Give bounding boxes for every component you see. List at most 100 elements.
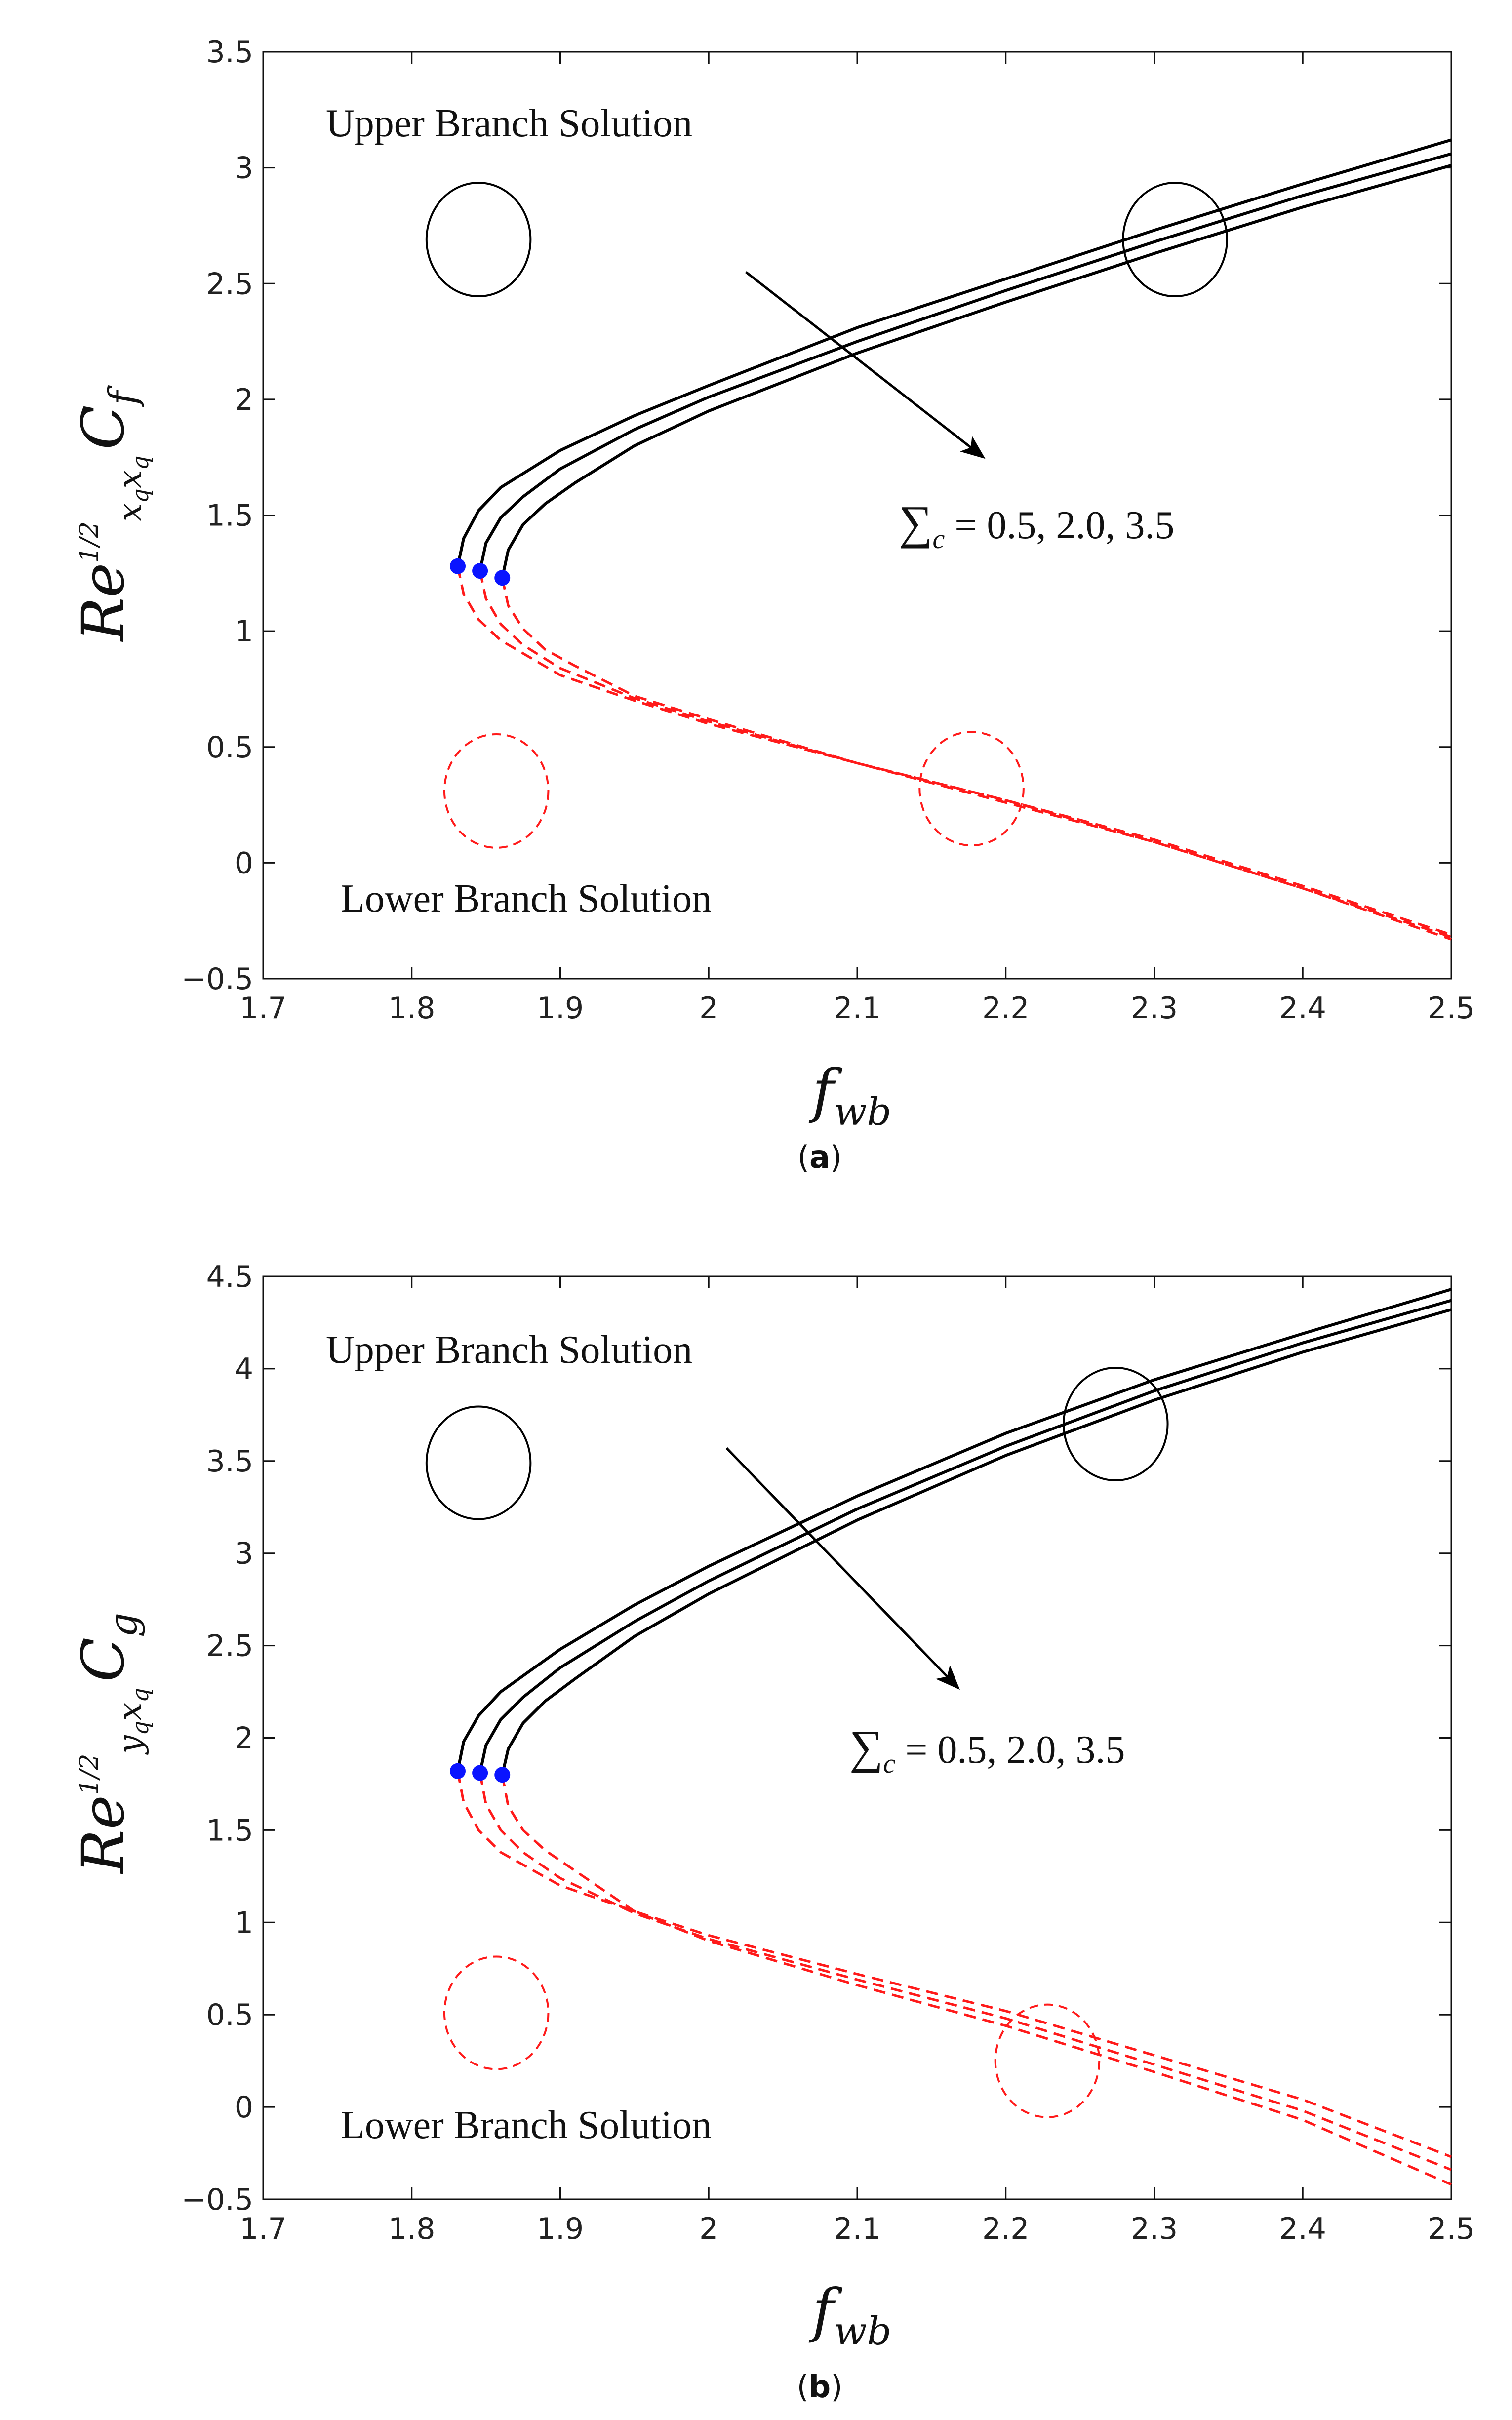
y-axis-label-coef-sub: f <box>101 385 146 407</box>
lower-branch-line-2 <box>478 1773 1452 2171</box>
legend-lower-ellipse <box>443 733 550 849</box>
x-tick-label: 1.9 <box>537 2212 584 2246</box>
critical-point-3 <box>494 570 511 586</box>
lower-branch-label: Lower Branch Solution <box>341 2103 712 2147</box>
y-axis-label: Re1/2yqxqCg <box>69 1613 154 1874</box>
critical-point-2 <box>472 1765 488 1781</box>
y-axis-label-coef-sub: g <box>101 1613 146 1637</box>
x-tick-label: 2 <box>699 991 718 1026</box>
plot-frame <box>262 51 1452 980</box>
sum-symbol: ∑ <box>899 496 932 549</box>
y-tick-label: 3 <box>235 1537 253 1571</box>
y-axis-label-base: Re <box>69 1795 137 1874</box>
y-tick-label: 2 <box>235 1721 253 1756</box>
caption-open-paren: ( <box>797 2369 809 2405</box>
parameter-values: = 0.5, 2.0, 3.5 <box>945 504 1174 547</box>
y-tick-label: 1.5 <box>206 499 253 533</box>
lower-branch-line-1 <box>456 566 1452 936</box>
y-axis-label-base: Re <box>69 563 137 642</box>
upper-branch-line-3 <box>501 1308 1452 1775</box>
critical-point-1 <box>449 558 466 574</box>
y-axis-label-exponent: 1/2 <box>75 521 104 563</box>
x-axis-label-sub: wb <box>834 1090 892 1134</box>
y-tick-label: 1.5 <box>206 1813 253 1848</box>
y-axis-label-sub2: x <box>111 470 149 488</box>
y-axis-label-subsub: q <box>127 488 154 503</box>
x-tick-label: 2.1 <box>834 991 880 1026</box>
x-tick-label: 1.7 <box>239 2212 286 2246</box>
y-tick-label: 4 <box>235 1352 253 1387</box>
x-tick-label: 2.5 <box>1428 2212 1474 2246</box>
lower-branch-line-3 <box>501 577 1452 941</box>
x-tick-label: 1.7 <box>239 991 286 1026</box>
lower-branch-ellipse <box>918 731 1025 847</box>
parameter-values: = 0.5, 2.0, 3.5 <box>895 1728 1125 1772</box>
x-tick-label: 2.3 <box>1131 991 1178 1026</box>
y-tick-label: 3.5 <box>206 1444 253 1479</box>
caption-close-paren: ) <box>830 1139 842 1175</box>
x-axis-label: fwb <box>808 1057 891 1134</box>
upper-branch-line-2 <box>478 152 1452 571</box>
y-tick-label: 3 <box>235 151 253 186</box>
caption-letter: b <box>809 2369 831 2405</box>
y-axis-label-sub2sub: q <box>127 1688 154 1702</box>
y-axis-label: Re1/2xqxqCf <box>69 385 154 642</box>
y-axis-label-sub2: x <box>111 1703 149 1721</box>
y-tick-label: 0 <box>235 2090 253 2125</box>
legend-upper-ellipse <box>425 182 532 298</box>
x-tick-label: 2.2 <box>982 2212 1029 2246</box>
trend-arrow <box>745 271 986 459</box>
upper-branch-line-1 <box>456 1288 1452 1772</box>
parameter-annotation: ∑c = 0.5, 2.0, 3.5 <box>849 1720 1125 1779</box>
panel-caption: (b) <box>797 2369 843 2405</box>
y-tick-label: −0.5 <box>181 2182 253 2217</box>
x-tick-label: 2.5 <box>1428 991 1474 1026</box>
sum-subscript: c <box>883 1748 895 1779</box>
lower-branch-line-1 <box>456 1771 1452 2158</box>
y-tick-label: 1 <box>235 614 253 649</box>
y-tick-label: 2.5 <box>206 267 253 301</box>
x-axis-label-sub: wb <box>834 2309 892 2354</box>
trend-arrow <box>725 1447 960 1690</box>
x-tick-label: 2.4 <box>1279 2212 1326 2246</box>
y-axis-label-subsub: q <box>127 1721 154 1735</box>
legend-upper-ellipse <box>425 1405 532 1520</box>
x-tick-label: 1.8 <box>388 2212 435 2246</box>
caption-close-paren: ) <box>831 2369 842 2405</box>
upper-branch-line-2 <box>478 1299 1452 1774</box>
caption-letter: a <box>809 1139 830 1175</box>
x-tick-label: 2 <box>699 2212 718 2246</box>
y-axis-label-coef: C <box>69 1637 137 1682</box>
x-tick-label: 1.8 <box>388 991 435 1026</box>
upper-branch-line-3 <box>501 164 1452 578</box>
y-tick-label: 3.5 <box>206 35 253 70</box>
upper-branch-line-1 <box>456 138 1452 567</box>
y-tick-label: 0.5 <box>206 1998 253 2032</box>
x-tick-label: 1.9 <box>537 991 584 1026</box>
x-axis-label: fwb <box>808 2276 891 2354</box>
critical-point-3 <box>494 1767 511 1783</box>
sum-symbol: ∑ <box>849 1720 883 1773</box>
panel-b: 1.7 1.8 1.9 2 2.1 2.2 2.3 2.4 2.5 −0.5 0 0.5 1 1.5 2 2.… <box>69 1260 1475 2405</box>
critical-point-1 <box>449 1763 466 1779</box>
caption-open-paren: ( <box>797 1139 809 1175</box>
panel-a: 1.7 1.8 1.9 2 2.1 2.2 2.3 2.4 2.5 −0.5 0 0.5 1 1.5 2 2.… <box>69 35 1475 1175</box>
y-tick-label: 2.5 <box>206 1629 253 1664</box>
lower-branch-label: Lower Branch Solution <box>341 877 712 920</box>
y-axis-label-sub: x <box>111 503 149 521</box>
y-axis-label-exponent: 1/2 <box>75 1754 104 1795</box>
sum-subscript: c <box>932 524 945 555</box>
critical-point-2 <box>472 563 488 579</box>
upper-branch-label: Upper Branch Solution <box>326 1328 692 1372</box>
upper-branch-label: Upper Branch Solution <box>326 102 692 145</box>
y-tick-label: 0 <box>235 846 253 880</box>
panel-caption: (a) <box>797 1139 842 1175</box>
y-axis-label-sub2sub: q <box>127 456 154 470</box>
y-tick-label: 1 <box>235 1905 253 1940</box>
parameter-annotation: ∑c = 0.5, 2.0, 3.5 <box>899 496 1174 555</box>
y-tick-label: 0.5 <box>206 730 253 765</box>
upper-branch-ellipse <box>1122 182 1228 298</box>
y-tick-label: −0.5 <box>181 962 253 996</box>
x-tick-label: 2.3 <box>1131 2212 1178 2246</box>
